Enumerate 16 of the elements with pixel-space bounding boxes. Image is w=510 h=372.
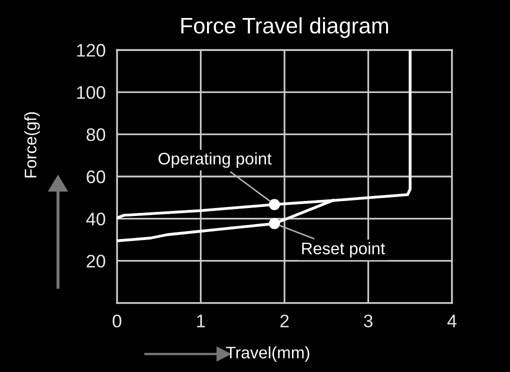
x-axis-title: Travel(mm) bbox=[226, 346, 310, 362]
y-tick-label: 80 bbox=[86, 128, 106, 142]
annotation: Operating point bbox=[158, 152, 272, 168]
y-tick-label: 100 bbox=[77, 86, 106, 99]
y-tick-label: 20 bbox=[86, 254, 106, 268]
chart-title: Force Travel diagram bbox=[181, 17, 388, 38]
y-tick-label: 120 bbox=[77, 44, 106, 57]
y-tick-label: 40 bbox=[86, 212, 106, 226]
y-tick-label: 60 bbox=[86, 170, 106, 184]
x-tick-label: 0 bbox=[112, 314, 122, 328]
y-axis-title: Force(gf) bbox=[24, 112, 40, 178]
annotation: Reset point bbox=[302, 242, 386, 258]
x-tick-label: 3 bbox=[364, 314, 372, 328]
x-tick-label: 1 bbox=[197, 314, 205, 328]
x-tick-label: 4 bbox=[447, 314, 456, 328]
x-tick-label: 2 bbox=[280, 314, 289, 328]
